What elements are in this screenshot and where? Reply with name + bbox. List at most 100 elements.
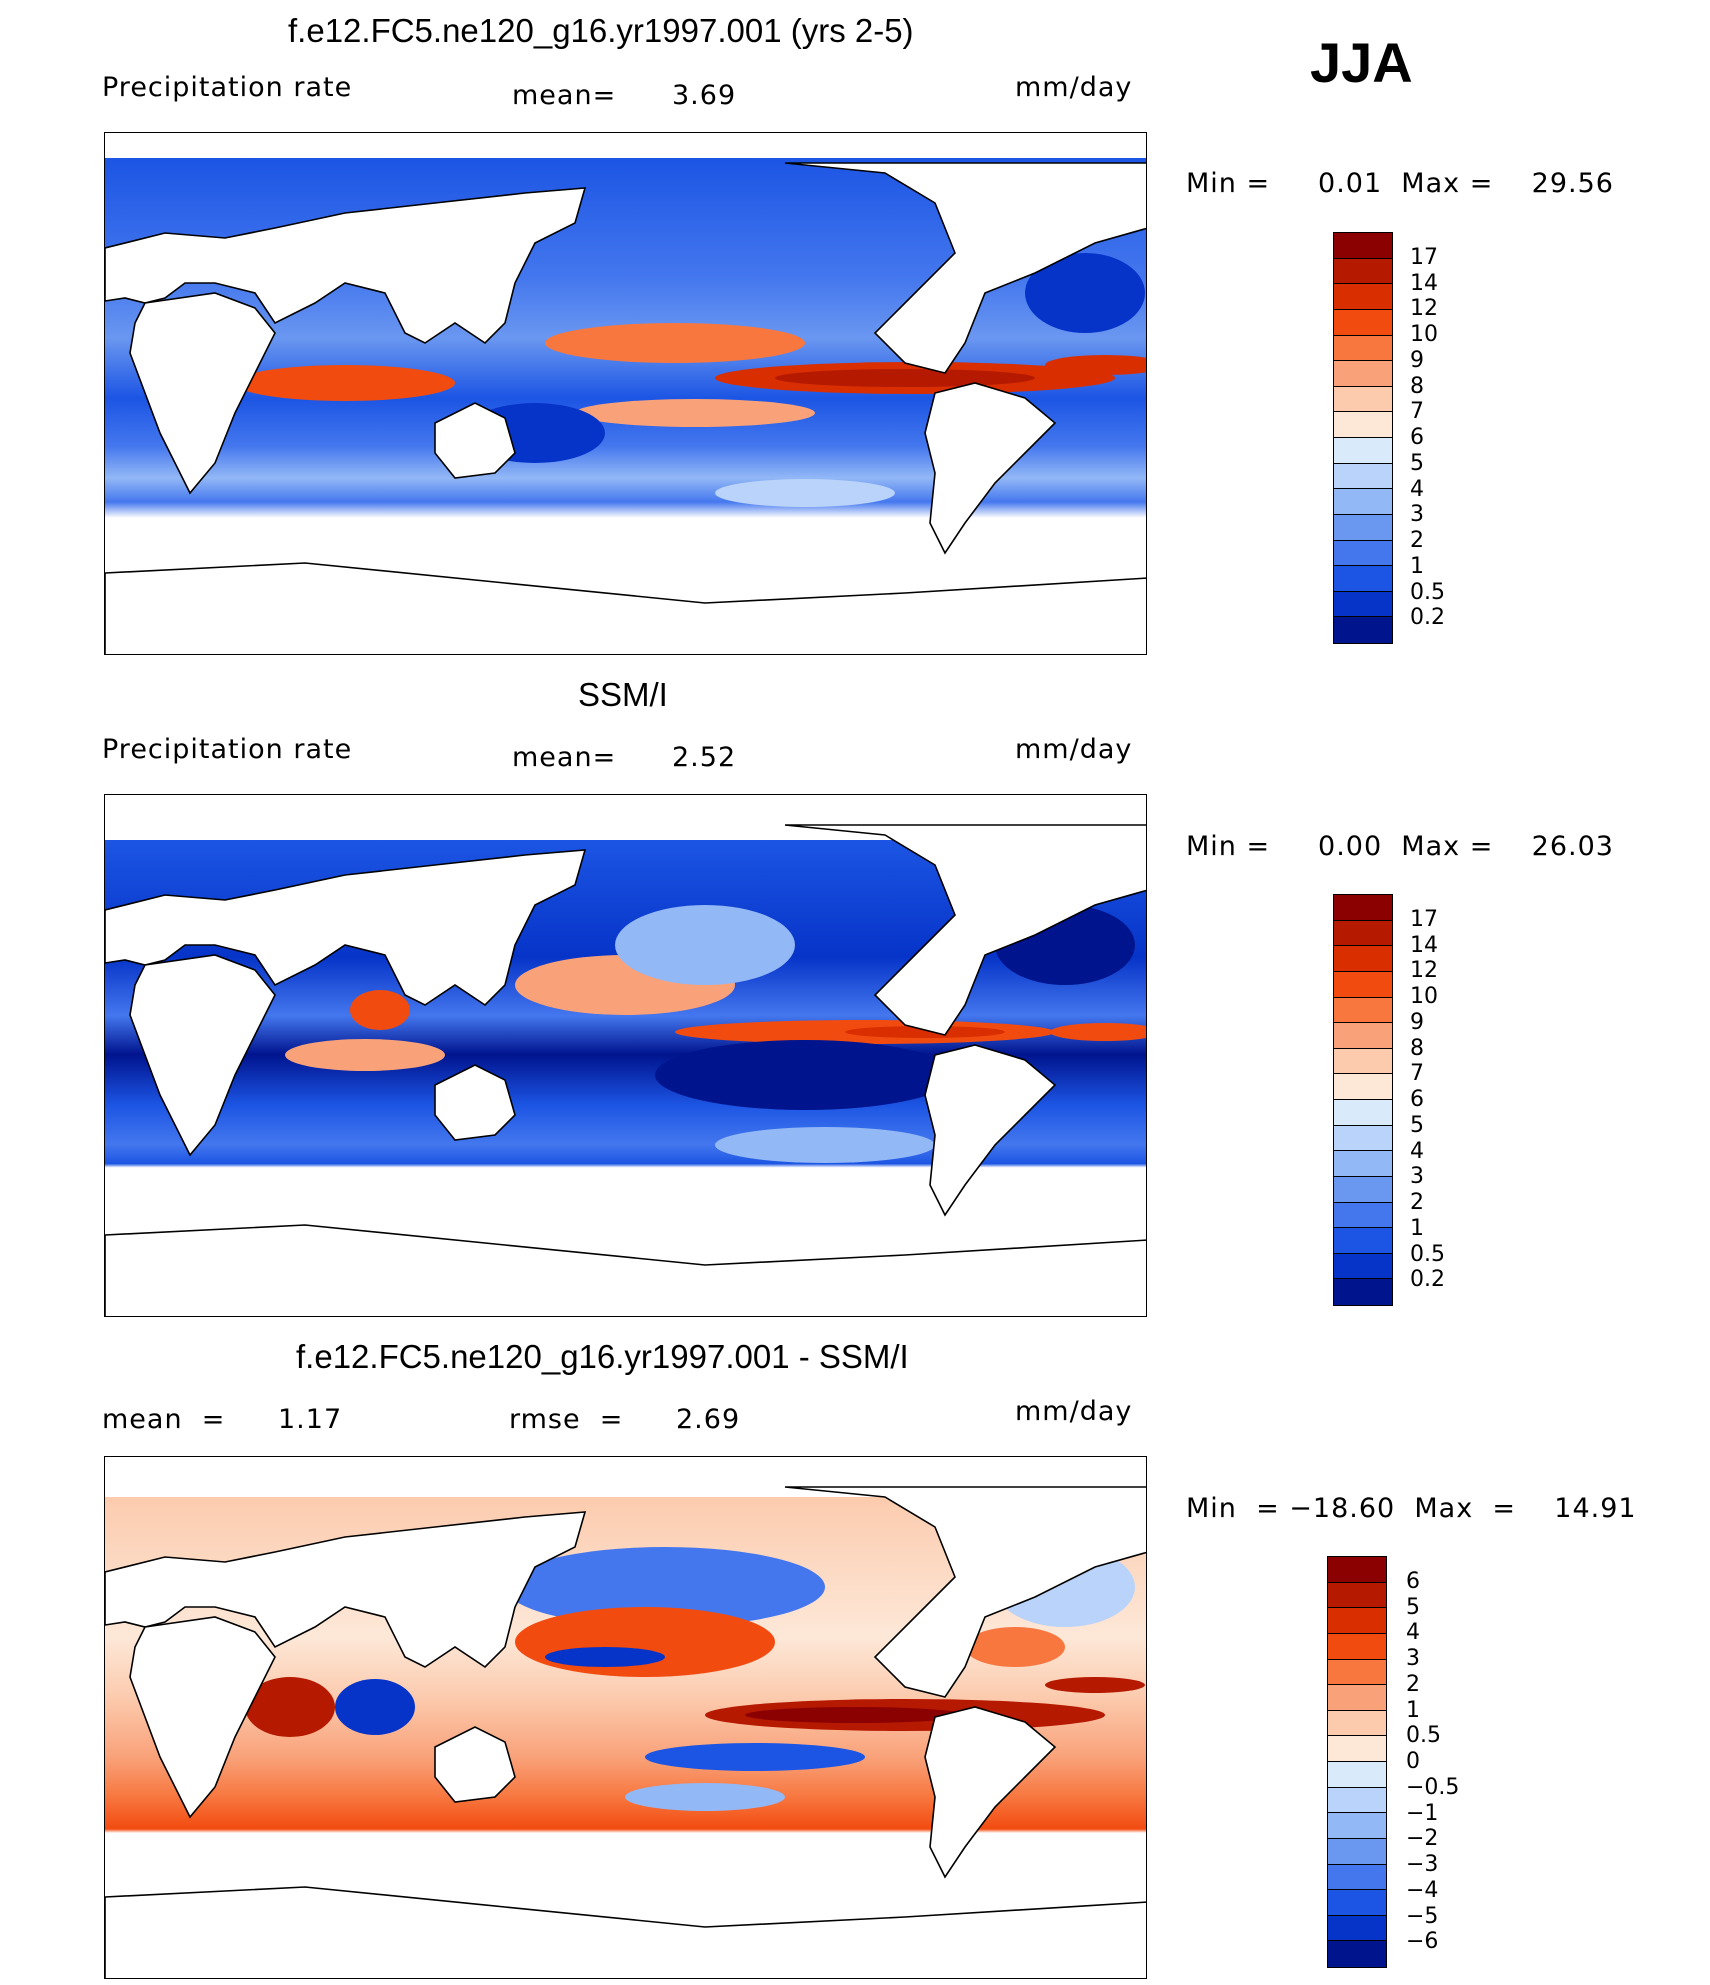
colorbar-swatch — [1328, 1941, 1386, 1967]
colorbar-tick-label: 8 — [1410, 373, 1424, 399]
colorbar-swatch — [1328, 1787, 1386, 1814]
colorbar-swatch — [1328, 1864, 1386, 1891]
colorbar-swatch — [1334, 386, 1392, 413]
colorbar-swatch — [1328, 1736, 1386, 1762]
colorbar-tick-label: −5 — [1406, 1903, 1439, 1929]
colorbar-tick-label: 4 — [1410, 1138, 1424, 1164]
panel-3-title: f.e12.FC5.ne120_g16.yr1997.001 - SSM/I — [296, 1338, 909, 1375]
panel-1-units: mm/day — [1015, 72, 1133, 103]
colorbar-tick-label: 2 — [1406, 1671, 1420, 1697]
colorbar-tick-label: 4 — [1406, 1620, 1420, 1646]
panel-3-map — [104, 1456, 1147, 1979]
colorbar-swatch — [1334, 895, 1392, 921]
panel-3-rmse-label: rmse = — [509, 1404, 624, 1435]
colorbar-tick-label: 6 — [1410, 1087, 1424, 1112]
colorbar-tick-label: 8 — [1410, 1035, 1424, 1061]
panel-2-colorbar — [1333, 894, 1393, 1306]
colorbar-tick-label: 10 — [1410, 984, 1438, 1009]
colorbar-swatch — [1334, 971, 1392, 998]
colorbar-swatch — [1334, 1100, 1392, 1126]
colorbar-swatch — [1328, 1557, 1386, 1583]
panel-3-colorbar — [1327, 1556, 1387, 1968]
colorbar-swatch — [1334, 284, 1392, 310]
colorbar-tick-label: 1 — [1410, 553, 1424, 579]
colorbar-swatch — [1328, 1582, 1386, 1609]
colorbar-tick-label: 12 — [1410, 296, 1438, 322]
panel-1-mean-label: mean= — [512, 80, 617, 111]
panel-3-units: mm/day — [1015, 1396, 1133, 1427]
colorbar-swatch — [1334, 1228, 1392, 1254]
colorbar-tick-label: 5 — [1410, 1112, 1424, 1138]
colorbar-swatch — [1334, 463, 1392, 490]
colorbar-swatch — [1334, 258, 1392, 285]
colorbar-tick-label: 1 — [1406, 1697, 1420, 1723]
colorbar-swatch — [1328, 1915, 1386, 1942]
panel-1-mean-value: 3.69 — [672, 80, 737, 111]
colorbar-tick-label: 14 — [1410, 932, 1438, 958]
colorbar-swatch — [1334, 540, 1392, 567]
colorbar-swatch — [1328, 1685, 1386, 1711]
colorbar-swatch — [1334, 309, 1392, 336]
colorbar-swatch — [1328, 1633, 1386, 1660]
colorbar-tick-label: 1 — [1410, 1215, 1424, 1241]
colorbar-tick-label: 0.2 — [1410, 1267, 1445, 1293]
colorbar-swatch — [1328, 1838, 1386, 1865]
colorbar-tick-label: 17 — [1410, 244, 1438, 270]
panel-2-units: mm/day — [1015, 734, 1133, 765]
panel-1-colorbar — [1333, 232, 1393, 644]
colorbar-swatch — [1328, 1659, 1386, 1686]
colorbar-swatch — [1334, 335, 1392, 362]
colorbar-tick-label: 5 — [1410, 450, 1424, 476]
colorbar-swatch — [1328, 1762, 1386, 1788]
colorbar-swatch — [1334, 1253, 1392, 1280]
colorbar-tick-label: −2 — [1406, 1826, 1439, 1852]
panel-2-mean-value: 2.52 — [672, 742, 737, 773]
colorbar-swatch — [1334, 591, 1392, 618]
colorbar-swatch — [1334, 1202, 1392, 1229]
colorbar-tick-label: −3 — [1406, 1852, 1439, 1877]
colorbar-tick-label: 9 — [1410, 347, 1424, 373]
colorbar-tick-label: −0.5 — [1406, 1774, 1460, 1800]
colorbar-swatch — [1334, 1151, 1392, 1177]
colorbar-tick-label: 0.5 — [1410, 1241, 1445, 1267]
panel-2-mean-label: mean= — [512, 742, 617, 773]
colorbar-tick-label: 6 — [1406, 1568, 1420, 1594]
panel-3-rmse-value: 2.69 — [676, 1404, 741, 1435]
panel-2-title: SSM/I — [578, 676, 668, 713]
colorbar-tick-label: 17 — [1410, 906, 1438, 932]
colorbar-swatch — [1334, 438, 1392, 464]
panel-1-variable-label: Precipitation rate — [102, 72, 353, 103]
colorbar-tick-label: 0.2 — [1410, 605, 1445, 631]
colorbar-tick-label: −6 — [1406, 1929, 1439, 1955]
colorbar-tick-label: 10 — [1410, 322, 1438, 347]
colorbar-swatch — [1328, 1890, 1386, 1916]
panel-3-mean-value: 1.17 — [278, 1404, 343, 1435]
colorbar-swatch — [1334, 361, 1392, 387]
colorbar-swatch — [1334, 566, 1392, 592]
colorbar-tick-label: 0.5 — [1410, 579, 1445, 605]
colorbar-tick-label: 3 — [1410, 1164, 1424, 1190]
panel-3-minmax: Min = −18.60 Max = 14.91 — [1186, 1493, 1637, 1524]
colorbar-tick-label: 14 — [1410, 270, 1438, 296]
colorbar-swatch — [1328, 1710, 1386, 1737]
panel-1-map — [104, 132, 1147, 655]
panel-1-title: f.e12.FC5.ne120_g16.yr1997.001 (yrs 2-5) — [288, 12, 914, 49]
colorbar-tick-label: 5 — [1406, 1594, 1420, 1620]
colorbar-swatch — [1334, 1023, 1392, 1049]
colorbar-tick-label: 7 — [1410, 1061, 1424, 1087]
colorbar-swatch — [1328, 1608, 1386, 1634]
panel-2-map — [104, 794, 1147, 1317]
colorbar-tick-label: 3 — [1410, 502, 1424, 528]
season-label: JJA — [1310, 31, 1413, 94]
colorbar-swatch — [1334, 514, 1392, 541]
colorbar-tick-label: 3 — [1406, 1646, 1420, 1671]
colorbar-swatch — [1334, 1176, 1392, 1203]
panel-2-variable-label: Precipitation rate — [102, 734, 353, 765]
colorbar-swatch — [1328, 1813, 1386, 1839]
colorbar-swatch — [1334, 997, 1392, 1024]
colorbar-swatch — [1334, 233, 1392, 259]
colorbar-swatch — [1334, 946, 1392, 972]
colorbar-swatch — [1334, 412, 1392, 438]
colorbar-swatch — [1334, 1074, 1392, 1100]
colorbar-swatch — [1334, 1279, 1392, 1305]
